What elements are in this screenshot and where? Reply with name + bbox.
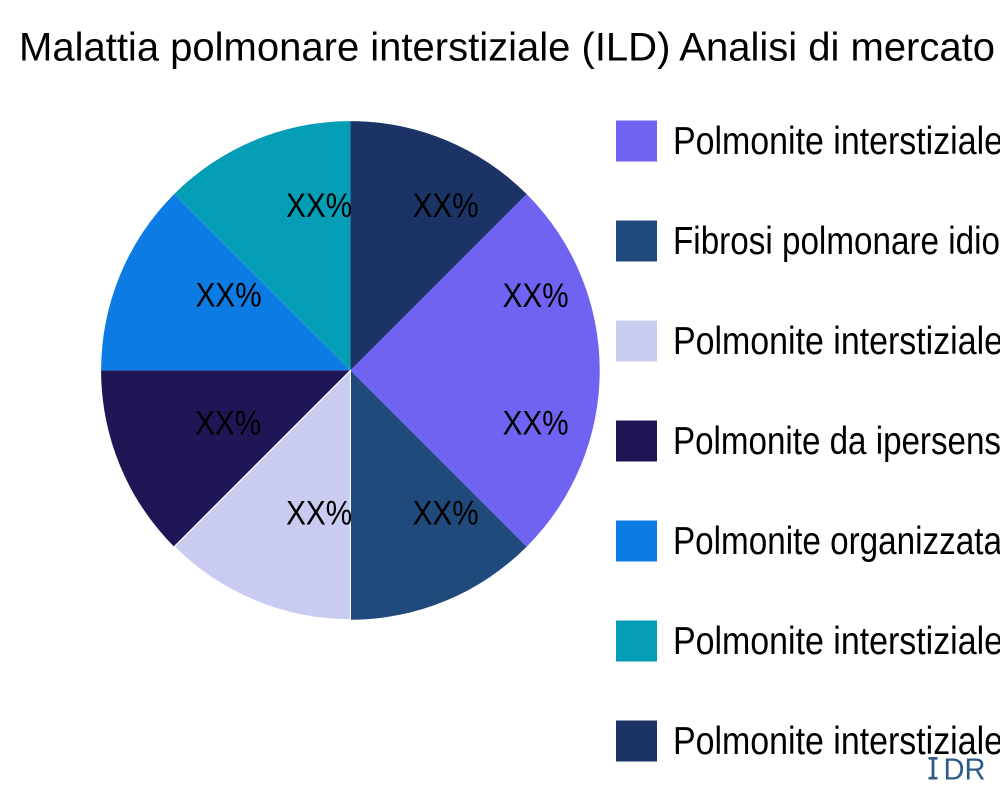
svg-text:Polmonite interstiziale: Polmonite interstiziale (673, 120, 1000, 163)
svg-text:XX%: XX% (196, 277, 262, 315)
svg-text:Polmonite interstiziale: Polmonite interstiziale (673, 320, 1000, 363)
svg-text:XX%: XX% (413, 187, 479, 225)
svg-text:Polmonite interstiziale: Polmonite interstiziale (673, 720, 1000, 763)
svg-text:Polmonite da ipersens: Polmonite da ipersens (673, 420, 1000, 463)
svg-text:Polmonite organizzata: Polmonite organizzata (673, 520, 1000, 563)
svg-text:XX%: XX% (286, 495, 352, 533)
svg-text:XX%: XX% (503, 405, 569, 443)
svg-text:DR: DR (944, 752, 986, 787)
svg-text:Fibrosi polmonare idio: Fibrosi polmonare idio (673, 220, 1000, 263)
svg-text:Malattia polmonare interstizia: Malattia polmonare interstiziale (ILD) A… (19, 25, 995, 69)
svg-text:XX%: XX% (413, 495, 479, 533)
svg-text:XX%: XX% (503, 277, 569, 315)
svg-text:XX%: XX% (195, 405, 261, 443)
svg-text:Polmonite interstiziale: Polmonite interstiziale (673, 620, 1000, 663)
svg-text:XX%: XX% (286, 187, 352, 225)
